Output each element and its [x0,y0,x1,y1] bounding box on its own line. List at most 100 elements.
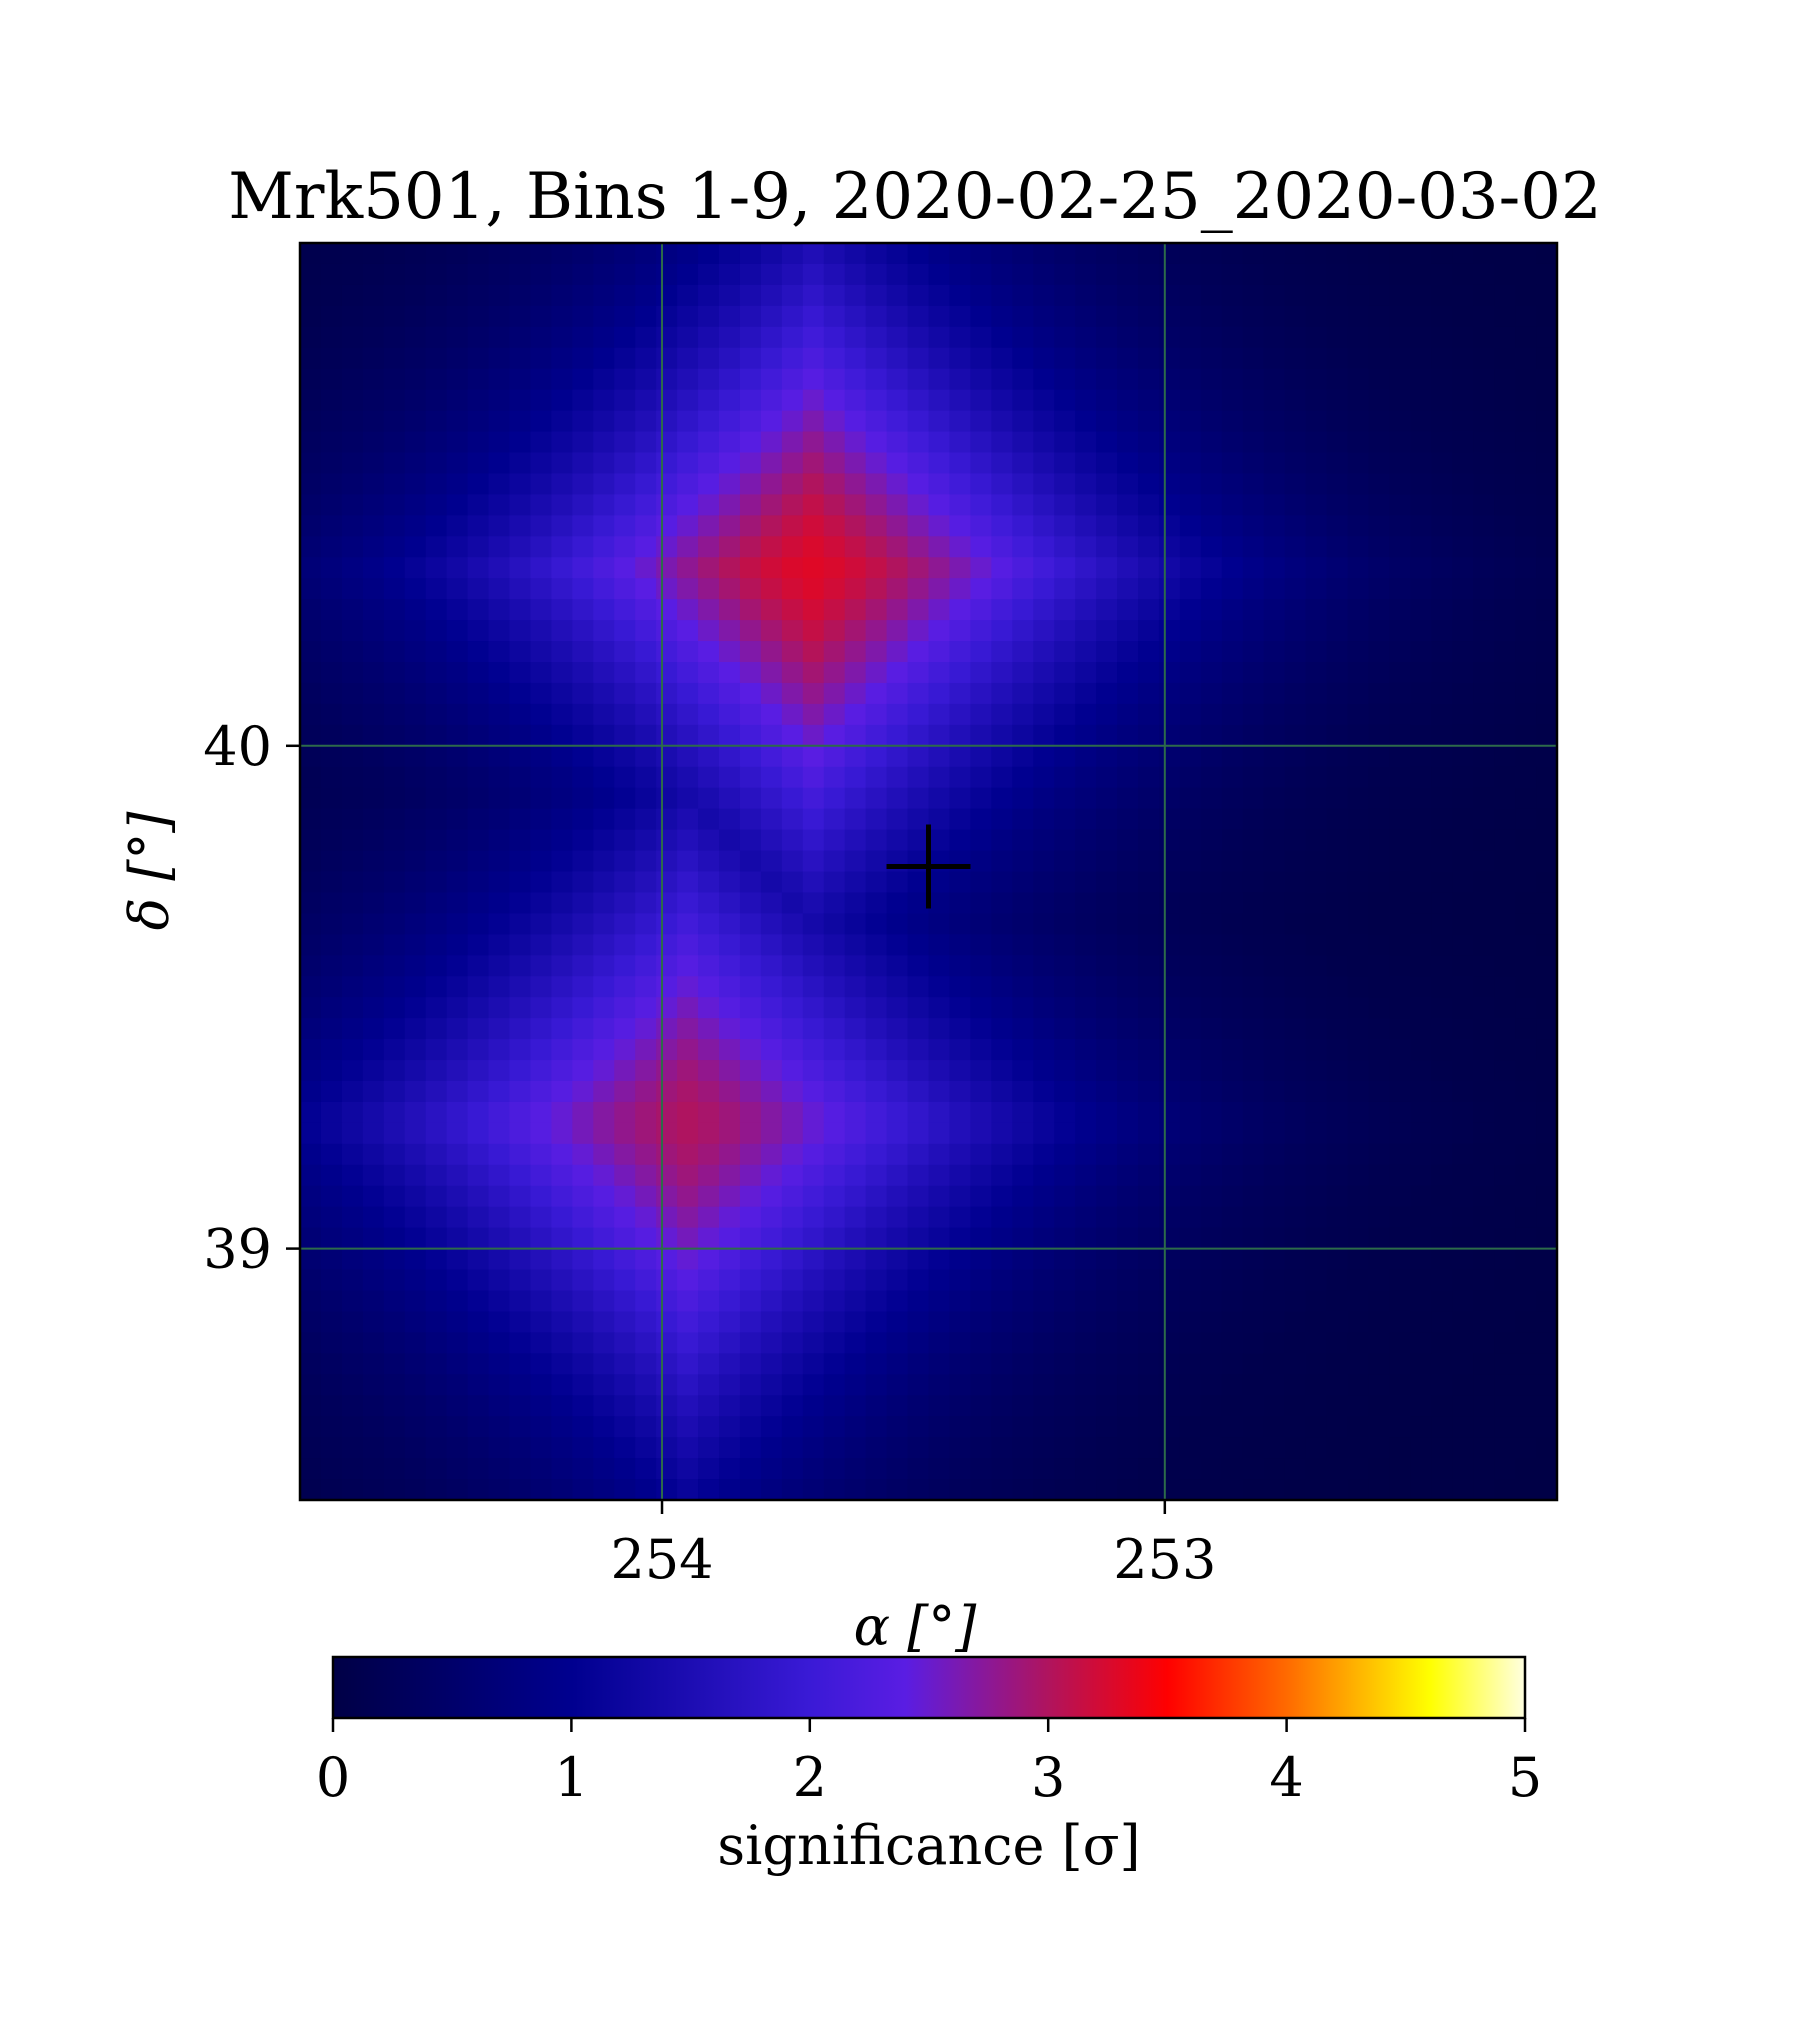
heatmap-cell [362,347,385,370]
heatmap-cell [1263,829,1286,852]
colorbar-tick-label: 0 [316,1746,350,1809]
heatmap-cell [467,703,490,726]
heatmap-cell [1221,1269,1244,1292]
heatmap-cell [383,892,406,914]
heatmap-cell [1221,724,1244,747]
heatmap-cell [404,808,427,831]
heatmap-cell [572,494,594,516]
heatmap-cell [907,913,930,935]
heatmap-cell [1326,787,1349,810]
heatmap-cell [1033,829,1055,852]
heatmap-cell [530,1081,552,1103]
heatmap-cell [488,452,511,475]
heatmap-cell [739,1081,762,1103]
heatmap-cell [1326,1101,1349,1124]
heatmap-cell [1536,662,1557,684]
heatmap-cell [1473,955,1495,977]
heatmap-cell [970,452,992,475]
heatmap-cell [907,1269,930,1292]
heatmap-cell [509,1374,532,1396]
heatmap-cell [949,1248,971,1271]
heatmap-cell [1389,829,1411,852]
heatmap-cell [1054,1374,1076,1396]
heatmap-cell [1368,997,1390,1019]
heatmap-cell [1221,326,1244,349]
heatmap-cell [1054,745,1076,768]
heatmap-cell [1263,243,1286,265]
heatmap-cell [1200,1311,1223,1333]
heatmap-cell [1410,1458,1432,1480]
heatmap-cell [1221,347,1244,370]
heatmap-cell [719,599,741,621]
heatmap-cell [1117,1374,1139,1396]
heatmap-cell [1536,1374,1557,1396]
heatmap-cell [1033,1437,1055,1459]
heatmap-cell [1368,1143,1390,1166]
heatmap-cell [1033,326,1055,349]
heatmap-cell [1012,1081,1034,1103]
heatmap-cell [1158,934,1181,956]
heatmap-cell [823,1353,846,1375]
heatmap-cell [1054,892,1076,914]
heatmap-cell [991,1395,1013,1417]
heatmap-cell [907,724,930,747]
heatmap-cell [719,1081,741,1103]
heatmap-cell [1012,410,1034,433]
heatmap-cell [1033,243,1055,265]
heatmap-cell [572,934,594,956]
heatmap-cell [1347,745,1370,768]
heatmap-cell [1494,1269,1516,1292]
heatmap-cell [300,724,322,747]
heatmap-cell [991,557,1013,579]
heatmap-cell [907,1185,930,1208]
heatmap-cell [1096,620,1118,642]
heatmap-cell [1452,473,1474,495]
heatmap-cell [739,1332,762,1354]
heatmap-cell [1221,745,1244,768]
heatmap-cell [1284,976,1307,998]
heatmap-cell [949,1143,971,1166]
heatmap-cell [1473,326,1495,349]
heatmap-cell [1158,578,1181,600]
heatmap-cell [446,641,469,663]
heatmap-cell [949,389,971,412]
heatmap-cell [593,850,615,873]
heatmap-cell [802,557,825,579]
heatmap-cell [383,1248,406,1271]
heatmap-cell [907,1039,930,1061]
heatmap-cell [1012,620,1034,642]
heatmap-cell [1012,892,1034,914]
heatmap-cell [844,347,867,370]
heatmap-cell [572,787,594,810]
heatmap-cell [823,850,846,873]
heatmap-cell [1494,452,1516,475]
heatmap-cell [1368,1122,1390,1145]
heatmap-cell [1012,431,1034,454]
heatmap-cell [928,1227,951,1250]
heatmap-cell [635,1374,657,1396]
heatmap-cell [1117,389,1139,412]
heatmap-cell [572,620,594,642]
heatmap-cell [509,1060,532,1082]
heatmap-cell [1494,1458,1516,1480]
heatmap-cell [1033,1206,1055,1229]
heatmap-cell [907,1353,930,1375]
heatmap-cell [530,305,552,328]
heatmap-cell [614,808,636,831]
heatmap-cell [1326,829,1349,852]
heatmap-cell [1284,1185,1307,1208]
heatmap-cell [1326,703,1349,726]
heatmap-cell [614,284,636,307]
heatmap-cell [467,766,490,789]
heatmap-cell [572,1290,594,1313]
heatmap-cell [1179,1039,1202,1061]
heatmap-cell [635,1122,657,1145]
heatmap-cell [781,1039,804,1061]
heatmap-cell [530,871,552,894]
heatmap-cell [1284,536,1307,558]
heatmap-cell [1305,389,1328,412]
heatmap-cell [1347,599,1370,621]
heatmap-cell [928,1416,951,1438]
heatmap-cell [802,410,825,433]
heatmap-cell [1075,326,1097,349]
